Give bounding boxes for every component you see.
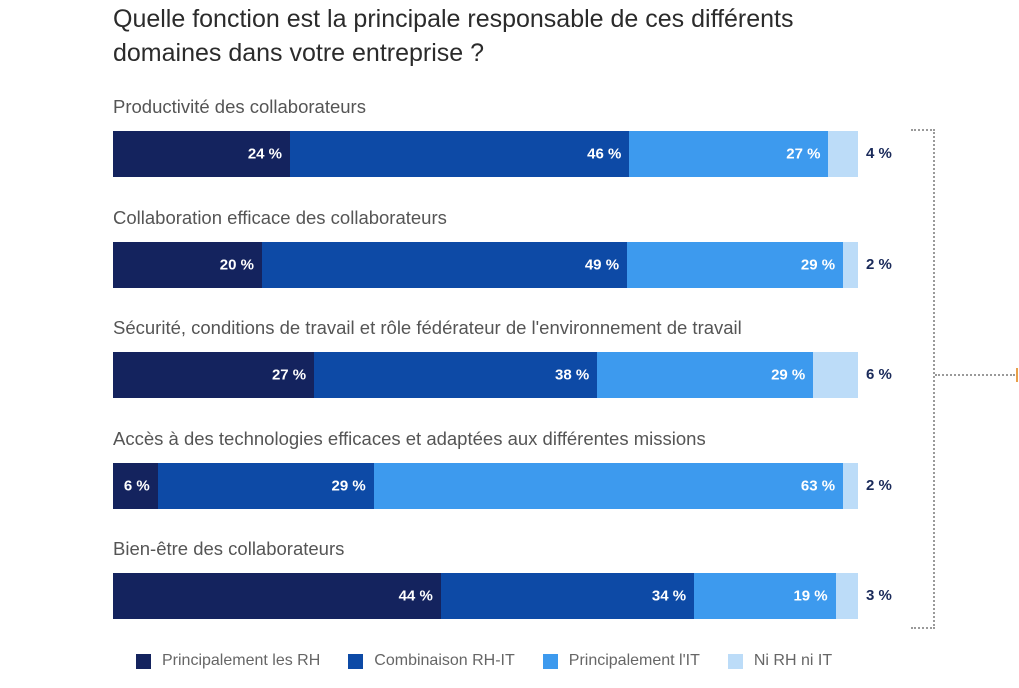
data-label: 46 % <box>587 145 622 163</box>
bar-segment: 20 % <box>113 241 262 288</box>
data-label: 3 % <box>866 587 892 604</box>
bar-segment: 29 % <box>627 241 844 288</box>
bar-segment: 27 % <box>629 131 829 177</box>
bar-segment: 49 % <box>262 241 628 288</box>
category-label: Sécurité, conditions de travail et rôle … <box>113 317 742 338</box>
legend-item: Combinaison RH-IT <box>348 652 515 670</box>
bar-segment: 38 % <box>314 352 598 398</box>
data-label: 38 % <box>555 366 590 384</box>
data-label: 20 % <box>219 256 254 273</box>
data-label: 29 % <box>800 256 836 273</box>
legend-label: Principalement l'IT <box>568 652 700 669</box>
data-label: 27 % <box>271 366 307 384</box>
bar-segment <box>843 462 858 509</box>
data-label: 6 % <box>123 477 150 494</box>
legend-item: Principalement l'IT <box>542 652 700 670</box>
legend-swatch <box>348 653 364 669</box>
data-label: 24 % <box>247 145 283 163</box>
legend-item: Ni RH ni IT <box>727 652 833 670</box>
bar-row: 44 % 34 % 19 % <box>113 573 858 619</box>
data-label: 29 % <box>771 366 806 384</box>
bar-segment: 44 % <box>113 573 441 619</box>
data-label: 49 % <box>584 256 620 273</box>
legend-item: Principalement les RH <box>136 652 320 670</box>
data-label: 6 % <box>866 366 892 383</box>
legend-swatch <box>136 653 151 669</box>
bracket-tick <box>1016 368 1018 382</box>
data-label: 2 % <box>866 476 892 494</box>
bracket-connector <box>935 374 1015 376</box>
category-label: Collaboration efficace des collaborateur… <box>113 206 447 228</box>
data-label: 63 % <box>800 477 836 494</box>
legend-label: Combinaison RH-IT <box>374 652 515 669</box>
bar-segment: 6 % <box>113 462 158 509</box>
data-label: 27 % <box>786 145 821 163</box>
data-label: 4 % <box>866 145 892 162</box>
category-label: Productivité des collaborateurs <box>113 96 366 117</box>
data-label: 34 % <box>651 587 687 605</box>
bar-segment: 46 % <box>290 131 630 177</box>
legend-label: Ni RH ni IT <box>753 652 833 669</box>
bar-row: 24 % 46 % 27 % <box>113 131 858 177</box>
data-label: 2 % <box>866 255 892 273</box>
data-label: 29 % <box>331 477 366 494</box>
bar-segment: 29 % <box>597 352 814 398</box>
bar-segment <box>843 241 858 288</box>
bar-segment: 34 % <box>440 573 695 619</box>
bar-segment <box>828 131 858 177</box>
dotted-bracket <box>911 129 935 629</box>
bar-segment: 27 % <box>113 352 315 398</box>
category-label: Accès à des technologies efficaces et ad… <box>113 427 706 449</box>
bar-segment <box>835 573 858 619</box>
bar-segment: 19 % <box>694 573 836 619</box>
bar-row: 20 % 49 % 29 % <box>113 241 858 288</box>
bar-segment: 29 % <box>157 462 374 509</box>
category-label: Bien-être des collaborateurs <box>113 538 345 559</box>
chart-legend: Principalement les RH Combinaison RH-IT Pr… <box>136 652 860 670</box>
bar-row: 27 % 38 % 29 % <box>113 352 858 398</box>
bar-segment: 24 % <box>113 131 291 177</box>
data-label: 19 % <box>793 587 828 605</box>
bar-segment <box>813 352 858 398</box>
legend-swatch <box>727 653 743 669</box>
legend-label: Principalement les RH <box>162 652 321 669</box>
chart-title: Quelle fonction est la principale respon… <box>113 5 794 67</box>
bar-segment: 63 % <box>373 462 844 509</box>
legend-swatch <box>542 653 558 669</box>
data-label: 44 % <box>398 587 433 605</box>
bar-row: 6 % 29 % 63 % <box>113 462 858 509</box>
